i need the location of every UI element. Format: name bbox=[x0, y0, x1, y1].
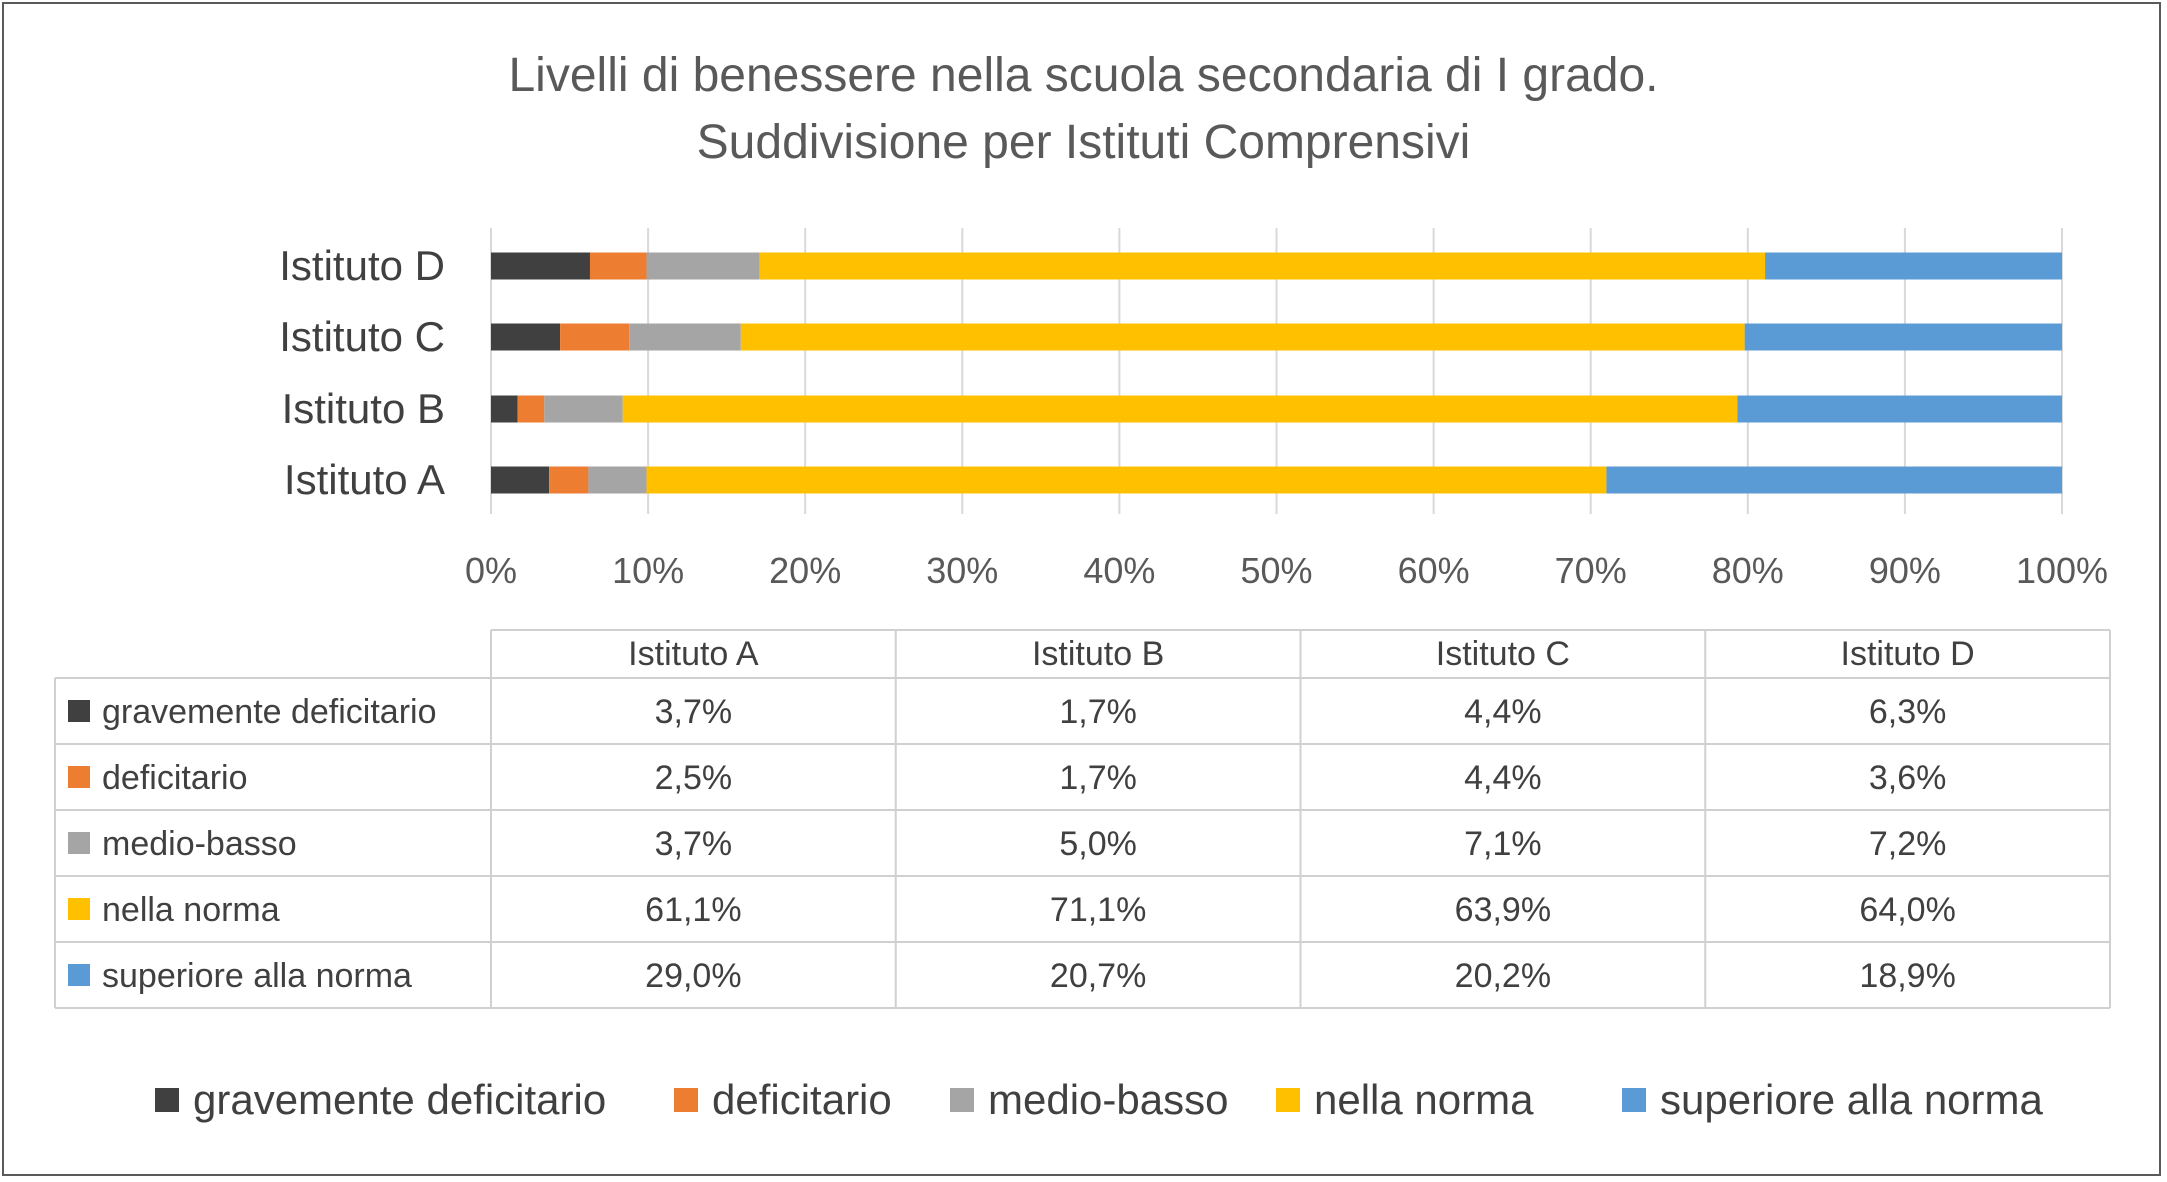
legend-label-nella-norma: nella norma bbox=[1314, 1076, 1534, 1123]
table-legend-key-gravemente-deficitario bbox=[68, 700, 90, 722]
x-tick-label: 50% bbox=[1240, 550, 1312, 591]
x-tick-label: 30% bbox=[926, 550, 998, 591]
table-cell: 3,7% bbox=[655, 825, 733, 863]
legend-label-gravemente-deficitario: gravemente deficitario bbox=[193, 1076, 606, 1123]
table-cell: 4,4% bbox=[1464, 693, 1542, 731]
legend: gravemente deficitario deficitario medio-b… bbox=[155, 1076, 2044, 1123]
bar-nella-norma-istituto-c bbox=[740, 323, 1745, 351]
bar-gravemente-deficitario-istituto-c bbox=[491, 323, 561, 351]
category-label-istituto-d: Istituto D bbox=[279, 242, 445, 289]
legend-key-nella-norma bbox=[1276, 1088, 1300, 1112]
bar-medio-basso-istituto-b bbox=[544, 395, 623, 423]
table-cell: 7,2% bbox=[1869, 825, 1947, 863]
table-cell: 71,1% bbox=[1050, 891, 1146, 929]
bar-medio-basso-istituto-a bbox=[588, 466, 647, 494]
table-cell: 3,7% bbox=[655, 693, 733, 731]
table-legend-key-nella-norma bbox=[68, 898, 90, 920]
table-row-label-deficitario: deficitario bbox=[102, 759, 248, 797]
x-tick-label: 70% bbox=[1555, 550, 1627, 591]
table-cell: 29,0% bbox=[645, 957, 741, 995]
legend-label-superiore-alla-norma: superiore alla norma bbox=[1660, 1076, 2044, 1123]
x-tick-label: 10% bbox=[612, 550, 684, 591]
table-cell: 3,6% bbox=[1869, 759, 1947, 797]
category-labels: Istituto A Istituto B Istituto C Istituto D bbox=[279, 242, 445, 503]
x-tick-label: 60% bbox=[1398, 550, 1470, 591]
table-row-label-medio-basso: medio-basso bbox=[102, 825, 297, 863]
bar-superiore-alla-norma-istituto-c bbox=[1744, 323, 2062, 351]
x-tick-label: 0% bbox=[465, 550, 517, 591]
bar-medio-basso-istituto-d bbox=[646, 252, 760, 280]
bars bbox=[491, 252, 2062, 494]
bar-gravemente-deficitario-istituto-b bbox=[491, 395, 518, 423]
table-cell: 61,1% bbox=[645, 891, 741, 929]
table-header-istituto-c: Istituto C bbox=[1436, 635, 1570, 673]
chart-title: Livelli di benessere nella scuola second… bbox=[0, 42, 2167, 176]
table-cell: 7,1% bbox=[1464, 825, 1542, 863]
table-cell: 2,5% bbox=[655, 759, 733, 797]
category-label-istituto-a: Istituto A bbox=[284, 456, 445, 503]
bar-medio-basso-istituto-c bbox=[629, 323, 741, 351]
table-cell: 64,0% bbox=[1859, 891, 1955, 929]
bar-superiore-alla-norma-istituto-a bbox=[1606, 466, 2062, 494]
table-cell: 6,3% bbox=[1869, 693, 1947, 731]
bar-deficitario-istituto-a bbox=[549, 466, 589, 494]
table-legend-key-medio-basso bbox=[68, 832, 90, 854]
legend-key-deficitario bbox=[674, 1088, 698, 1112]
x-tick-label: 20% bbox=[769, 550, 841, 591]
bar-superiore-alla-norma-istituto-b bbox=[1737, 395, 2062, 423]
chart-title-line1: Livelli di benessere nella scuola second… bbox=[508, 49, 1659, 102]
table-legend-key-deficitario bbox=[68, 766, 90, 788]
table-row-label-superiore-alla-norma: superiore alla norma bbox=[102, 957, 412, 995]
bar-deficitario-istituto-c bbox=[560, 323, 630, 351]
table-cell: 1,7% bbox=[1059, 759, 1137, 797]
table-cell: 20,2% bbox=[1455, 957, 1551, 995]
table-cell: 63,9% bbox=[1455, 891, 1551, 929]
category-label-istituto-c: Istituto C bbox=[279, 313, 445, 360]
bar-gravemente-deficitario-istituto-d bbox=[491, 252, 590, 280]
table-cell: 18,9% bbox=[1859, 957, 1955, 995]
bar-nella-norma-istituto-a bbox=[646, 466, 1607, 494]
table-cell: 5,0% bbox=[1059, 825, 1137, 863]
table-cell: 20,7% bbox=[1050, 957, 1146, 995]
table-header-istituto-d: Istituto D bbox=[1841, 635, 1975, 673]
legend-key-superiore-alla-norma bbox=[1622, 1088, 1646, 1112]
legend-key-medio-basso bbox=[950, 1088, 974, 1112]
bar-nella-norma-istituto-b bbox=[622, 395, 1738, 423]
table-row-label-gravemente-deficitario: gravemente deficitario bbox=[102, 693, 437, 731]
x-tick-label: 80% bbox=[1712, 550, 1784, 591]
table-cell: 4,4% bbox=[1464, 759, 1542, 797]
legend-label-medio-basso: medio-basso bbox=[988, 1076, 1228, 1123]
bar-deficitario-istituto-d bbox=[589, 252, 647, 280]
table-header-istituto-b: Istituto B bbox=[1032, 635, 1164, 673]
table-row-label-nella-norma: nella norma bbox=[102, 891, 280, 929]
chart-subtitle: Suddivisione per Istituti Comprensivi bbox=[696, 116, 1471, 169]
table-legend-key-superiore-alla-norma bbox=[68, 964, 90, 986]
table-cell: 1,7% bbox=[1059, 693, 1137, 731]
legend-label-deficitario: deficitario bbox=[712, 1076, 892, 1123]
table-header-istituto-a: Istituto A bbox=[628, 635, 759, 673]
category-label-istituto-b: Istituto B bbox=[282, 385, 445, 432]
legend-key-gravemente-deficitario bbox=[155, 1088, 179, 1112]
x-tick-labels: 0% 10% 20% 30% 40% 50% 60% 70% 80% 90% 100% bbox=[465, 550, 2108, 591]
bar-gravemente-deficitario-istituto-a bbox=[491, 466, 550, 494]
bar-deficitario-istituto-b bbox=[517, 395, 545, 423]
x-tick-label: 100% bbox=[2016, 550, 2108, 591]
x-tick-label: 40% bbox=[1083, 550, 1155, 591]
bar-nella-norma-istituto-d bbox=[759, 252, 1766, 280]
data-table: Istituto A Istituto B Istituto C Istituto D… bbox=[54, 629, 2111, 1009]
bar-superiore-alla-norma-istituto-d bbox=[1765, 252, 2062, 280]
x-tick-label: 90% bbox=[1869, 550, 1941, 591]
